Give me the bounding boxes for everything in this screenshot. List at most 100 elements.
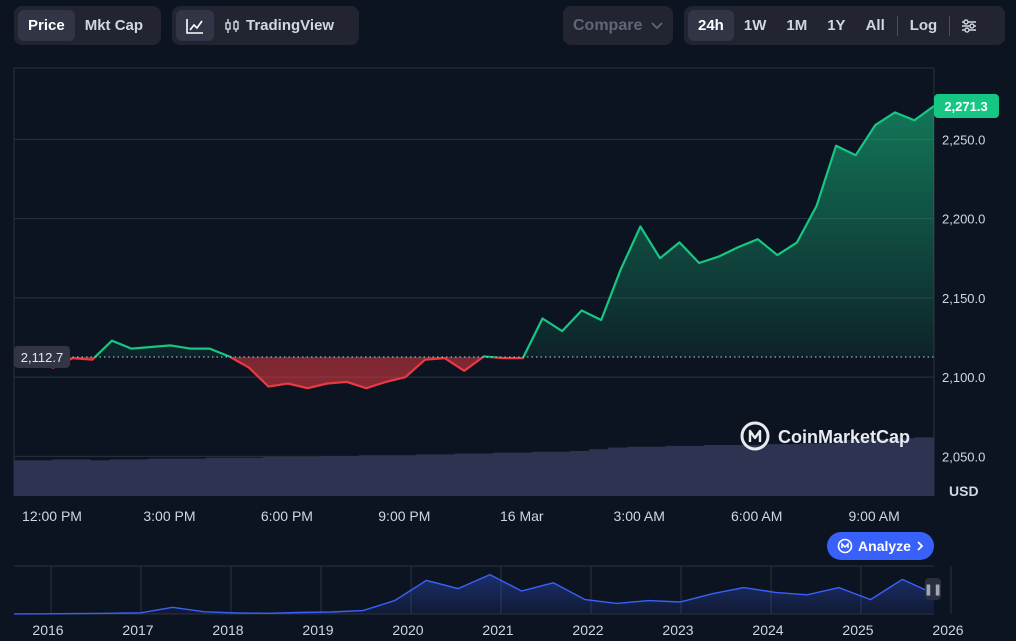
volume-bar: [799, 443, 820, 496]
overview-x-tick-label: 2018: [212, 622, 243, 638]
volume-bar: [339, 456, 360, 496]
volume-bar: [531, 451, 552, 496]
analyze-icon: [837, 538, 853, 554]
y-axis-labels: 2,050.0 2,100.0 2,150.0 2,200.0 2,250.0: [942, 132, 985, 464]
x-tick-label: 6:00 PM: [261, 508, 313, 524]
y-tick-label: 2,150.0: [942, 291, 985, 306]
volume-bar: [646, 446, 667, 496]
range-1w[interactable]: 1W: [743, 17, 767, 34]
overview-navigator[interactable]: 2016 2017 2018 2019 2020 2021 2022 2023 2024 2025…: [0, 530, 1016, 641]
overview-x-tick-label: 2025: [842, 622, 873, 638]
chart-mode-group: TradingView: [172, 6, 359, 45]
range-24h[interactable]: 24h: [688, 10, 734, 41]
y-tick-label: 2,200.0: [942, 212, 985, 227]
overview-x-tick-label: 2019: [302, 622, 333, 638]
volume-bar: [704, 445, 724, 496]
range-group: 24h 1W 1M 1Y All Log: [684, 6, 1005, 45]
volume-bar: [895, 438, 916, 496]
y-tick-label: 2,050.0: [942, 449, 985, 464]
y-tick-label: 2,250.0: [942, 132, 985, 147]
chart-settings-button[interactable]: [952, 10, 986, 41]
candlestick-icon: [224, 18, 240, 34]
overview-x-tick-label: 2024: [752, 622, 783, 638]
volume-bar: [838, 439, 858, 496]
chevron-right-icon: [916, 540, 924, 552]
overview-x-tick-label: 2022: [572, 622, 603, 638]
volume-bar: [397, 455, 417, 496]
volume-bar: [550, 451, 571, 496]
x-tick-label: 9:00 PM: [378, 508, 430, 524]
range-1m[interactable]: 1M: [786, 17, 808, 34]
tradingview-button[interactable]: TradingView: [214, 10, 344, 41]
volume-bar: [205, 457, 226, 496]
x-tick-label: 6:00 AM: [731, 508, 782, 524]
overview-line: [13, 573, 935, 615]
navigator-handle[interactable]: ❚❚: [923, 578, 943, 600]
line-chart-button[interactable]: [176, 10, 214, 41]
overview-x-tick-label: 2016: [32, 622, 63, 638]
range-all[interactable]: All: [865, 17, 885, 34]
volume-bar: [224, 457, 245, 496]
y-axis-unit: USD: [949, 483, 979, 499]
volume-bar: [435, 454, 456, 496]
tradingview-label: TradingView: [246, 17, 335, 34]
tab-mkt-cap[interactable]: Mkt Cap: [84, 17, 144, 34]
log-toggle[interactable]: Log: [909, 17, 938, 34]
volume-bar: [627, 446, 647, 496]
volume-bar: [52, 459, 72, 496]
x-axis-labels: 12:00 PM 3:00 PM 6:00 PM 9:00 PM 16 Mar 3:00 …: [22, 508, 900, 524]
overview-x-tick-label: 2017: [122, 622, 153, 638]
volume-bar: [569, 450, 590, 496]
volume-bar: [186, 458, 207, 496]
analyze-button[interactable]: Analyze: [827, 532, 934, 560]
volume-bar: [244, 457, 264, 496]
metric-tab-group: Price Mkt Cap: [14, 6, 161, 45]
volume-bar: [167, 458, 187, 496]
volume-bar: [282, 456, 302, 496]
watermark-text: CoinMarketCap: [778, 427, 910, 447]
price-line-up: [93, 105, 935, 357]
volume-bar: [148, 458, 168, 496]
analyze-label: Analyze: [858, 538, 911, 554]
volume-bar: [263, 456, 283, 496]
volume-bar: [33, 460, 53, 496]
range-1y[interactable]: 1Y: [827, 17, 846, 34]
volume-bar: [857, 439, 877, 496]
last-price-badge: 2,271.3: [934, 94, 999, 119]
area-above-reference: [95, 106, 934, 357]
volume-bar: [320, 456, 341, 496]
price-line-down: [13, 356, 525, 390]
volume-bar: [780, 444, 801, 496]
overview-x-tick-label: 2023: [662, 622, 693, 638]
compare-dropdown[interactable]: Compare: [563, 6, 673, 45]
chevron-down-icon: [651, 21, 663, 30]
volume-bar: [742, 445, 762, 496]
x-tick-label: 16 Mar: [500, 508, 544, 524]
price-chart[interactable]: 2,050.0 2,100.0 2,150.0 2,200.0 2,250.0 12:0…: [0, 0, 1016, 530]
volume-bar: [493, 452, 513, 496]
pause-icon: ❚❚: [923, 583, 943, 596]
volume-bar: [512, 452, 532, 496]
volume-bar: [71, 459, 92, 496]
compare-label: Compare: [573, 16, 643, 34]
volume-bar: [14, 460, 34, 496]
watermark: CoinMarketCap: [740, 421, 910, 451]
volume-bar: [378, 455, 398, 496]
tab-price[interactable]: Price: [18, 10, 75, 41]
volume-bar: [129, 459, 149, 496]
coinmarketcap-logo-icon: [740, 421, 770, 451]
volume-bar: [914, 437, 935, 496]
overview-x-labels: 2016 2017 2018 2019 2020 2021 2022 2023 2024 2025…: [32, 622, 963, 638]
reference-badge: 2,112.7: [14, 345, 70, 368]
overview-x-tick-label: 2020: [392, 622, 423, 638]
last-price-label: 2,271.3: [944, 99, 987, 114]
volume-bar: [608, 447, 628, 496]
x-tick-label: 9:00 AM: [848, 508, 899, 524]
volume-bar: [665, 445, 686, 496]
volume-bar: [109, 459, 130, 496]
x-tick-label: 12:00 PM: [22, 508, 82, 524]
volume-bar: [301, 456, 322, 496]
volume-bar: [416, 454, 437, 496]
overview-area: [14, 574, 934, 614]
volume-bar: [90, 460, 111, 496]
